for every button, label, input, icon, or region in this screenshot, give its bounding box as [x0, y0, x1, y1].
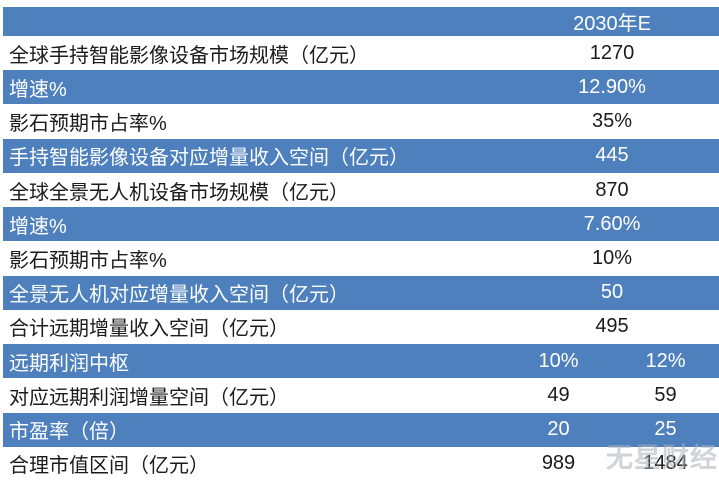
row-value-1: 10% — [538, 349, 579, 372]
row-values: 870 — [505, 173, 719, 207]
row-value-2: 12% — [645, 349, 686, 372]
table-row: 远期利润中枢 10% 12% — [3, 344, 719, 379]
row-label: 合理市值区间（亿元） — [9, 455, 209, 478]
table-row: 全球手持智能影像设备市场规模（亿元） 1270 — [3, 36, 719, 71]
row-label: 手持智能影像设备对应增量收入空间（亿元） — [9, 147, 409, 170]
row-label: 影石预期市占率% — [9, 113, 167, 136]
row-value-1: 495 — [595, 315, 629, 338]
header-values: 2030年E — [505, 7, 719, 36]
row-label: 市盈率（倍） — [9, 421, 129, 444]
table-row: 增速% 12.90% — [3, 70, 719, 105]
row-value-2: 1484 — [643, 452, 688, 475]
row-values: 50 — [505, 276, 719, 310]
row-values: 495 — [505, 310, 719, 344]
row-values: 12.90% — [505, 70, 719, 104]
row-value-2: 25 — [654, 418, 677, 441]
table-header-row: 2030年E — [3, 7, 719, 36]
header-year-cell: 2030年E — [573, 13, 651, 35]
row-values: 7.60% — [505, 207, 719, 241]
row-values: 445 — [505, 139, 719, 173]
row-value-1: 10% — [591, 247, 633, 270]
row-values: 20 25 — [505, 413, 719, 447]
row-label: 合计远期增量收入空间（亿元） — [9, 318, 289, 341]
row-label: 影石预期市占率% — [9, 250, 167, 273]
row-label: 远期利润中枢 — [9, 352, 129, 375]
row-value-1: 49 — [547, 383, 570, 406]
row-value-1: 7.60% — [583, 212, 641, 235]
row-value-1: 1270 — [589, 41, 635, 64]
table-row: 市盈率（倍） 20 25 — [3, 412, 719, 447]
table-row: 增速% 7.60% — [3, 207, 719, 242]
row-values: 35% — [505, 104, 719, 138]
table-row: 影石预期市占率% 35% — [3, 104, 719, 139]
table-row: 合计远期增量收入空间（亿元） 495 — [3, 309, 719, 345]
row-label: 增速% — [9, 215, 67, 238]
row-label: 全景无人机对应增量收入空间（亿元） — [9, 284, 349, 307]
row-value-1: 20 — [547, 418, 570, 441]
row-values: 989 1484 — [505, 447, 719, 481]
row-label: 全球全景无人机设备市场规模（亿元） — [9, 181, 349, 204]
row-label: 对应远期利润增量空间（亿元） — [9, 386, 289, 409]
row-value-1: 35% — [591, 110, 633, 133]
row-value-1: 445 — [595, 144, 629, 167]
table-row: 影石预期市占率% 10% — [3, 241, 719, 276]
valuation-table: 2030年E 全球手持智能影像设备市场规模（亿元） 1270 增速% 12.90… — [3, 7, 719, 481]
table-row: 全景无人机对应增量收入空间（亿元） 50 — [3, 275, 719, 310]
row-label: 增速% — [9, 78, 67, 101]
row-value-1: 989 — [541, 452, 576, 475]
table-row: 对应远期利润增量空间（亿元） 49 59 — [3, 378, 719, 413]
table-row: 合理市值区间（亿元） 989 1484 — [3, 446, 719, 481]
row-values: 49 59 — [505, 378, 719, 412]
row-value-1: 870 — [595, 178, 629, 201]
row-values: 1270 — [505, 36, 719, 70]
table-row: 全球全景无人机设备市场规模（亿元） 870 — [3, 172, 719, 208]
row-values: 10% 12% — [505, 344, 719, 378]
row-value-2: 59 — [654, 383, 677, 406]
row-value-1: 12.90% — [578, 75, 646, 98]
row-values: 10% — [505, 241, 719, 275]
row-label: 全球手持智能影像设备市场规模（亿元） — [9, 44, 369, 67]
table-row: 手持智能影像设备对应增量收入空间（亿元） 445 — [3, 138, 719, 173]
row-value-1: 50 — [600, 281, 624, 304]
